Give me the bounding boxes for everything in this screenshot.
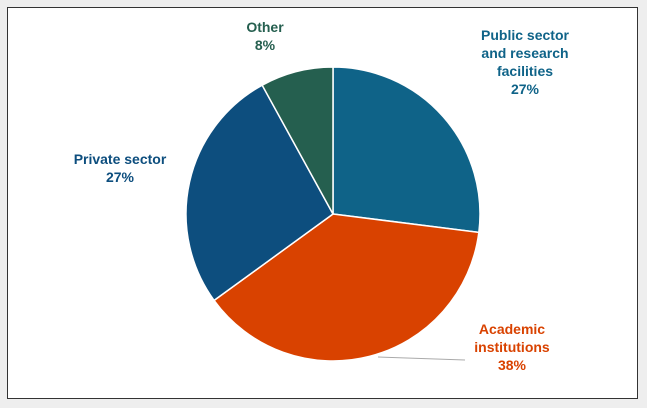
leader-line bbox=[377, 356, 466, 361]
value-label: 8% bbox=[254, 37, 276, 53]
category-name: Private sector bbox=[73, 151, 167, 167]
slice-label: Academic institutions 38% bbox=[448, 320, 576, 374]
pie-slice bbox=[185, 84, 334, 302]
pie-slice bbox=[213, 213, 480, 362]
pie-slice bbox=[261, 66, 334, 215]
value-label: 38% bbox=[497, 357, 527, 373]
pie-slice bbox=[332, 66, 481, 234]
category-name: Public sector and research facilities bbox=[481, 27, 569, 79]
value-label: 27% bbox=[105, 169, 135, 185]
slice-label: Private sector 27% bbox=[50, 150, 190, 186]
value-label: 27% bbox=[510, 81, 540, 97]
category-name: Academic institutions bbox=[474, 321, 550, 355]
slice-label: Public sector and research facilities 27% bbox=[470, 26, 580, 98]
category-name: Other bbox=[246, 19, 284, 35]
slice-label: Other 8% bbox=[220, 18, 310, 54]
